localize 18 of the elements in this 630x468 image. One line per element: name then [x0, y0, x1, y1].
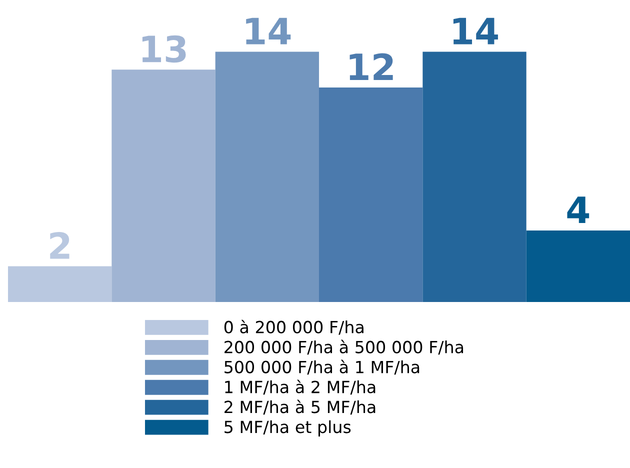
legend-label: 1 MF/ha à 2 MF/ha	[225, 380, 376, 395]
data-label: 13	[142, 35, 186, 63]
bar	[8, 266, 112, 302]
data-label: 2	[50, 232, 70, 259]
bar	[112, 70, 216, 302]
data-label: 4	[567, 196, 590, 223]
legend-label: 500 000 F/ha à 1 MF/ha	[224, 360, 420, 375]
legend-label: 5 MF/ha et plus	[224, 420, 351, 436]
legend-label: 200 000 F/ha à 500 000 F/ha	[224, 340, 464, 355]
bar	[422, 52, 526, 302]
bar	[526, 230, 630, 302]
data-label: 14	[453, 18, 498, 44]
bar	[319, 88, 423, 302]
legend-label: 2 MF/ha à 5 MF/ha	[224, 400, 376, 415]
data-label: 14	[246, 18, 291, 44]
legend-label: 0 à 200 000 F/ha	[224, 320, 364, 335]
bar	[215, 52, 319, 302]
data-label: 12	[350, 53, 393, 80]
